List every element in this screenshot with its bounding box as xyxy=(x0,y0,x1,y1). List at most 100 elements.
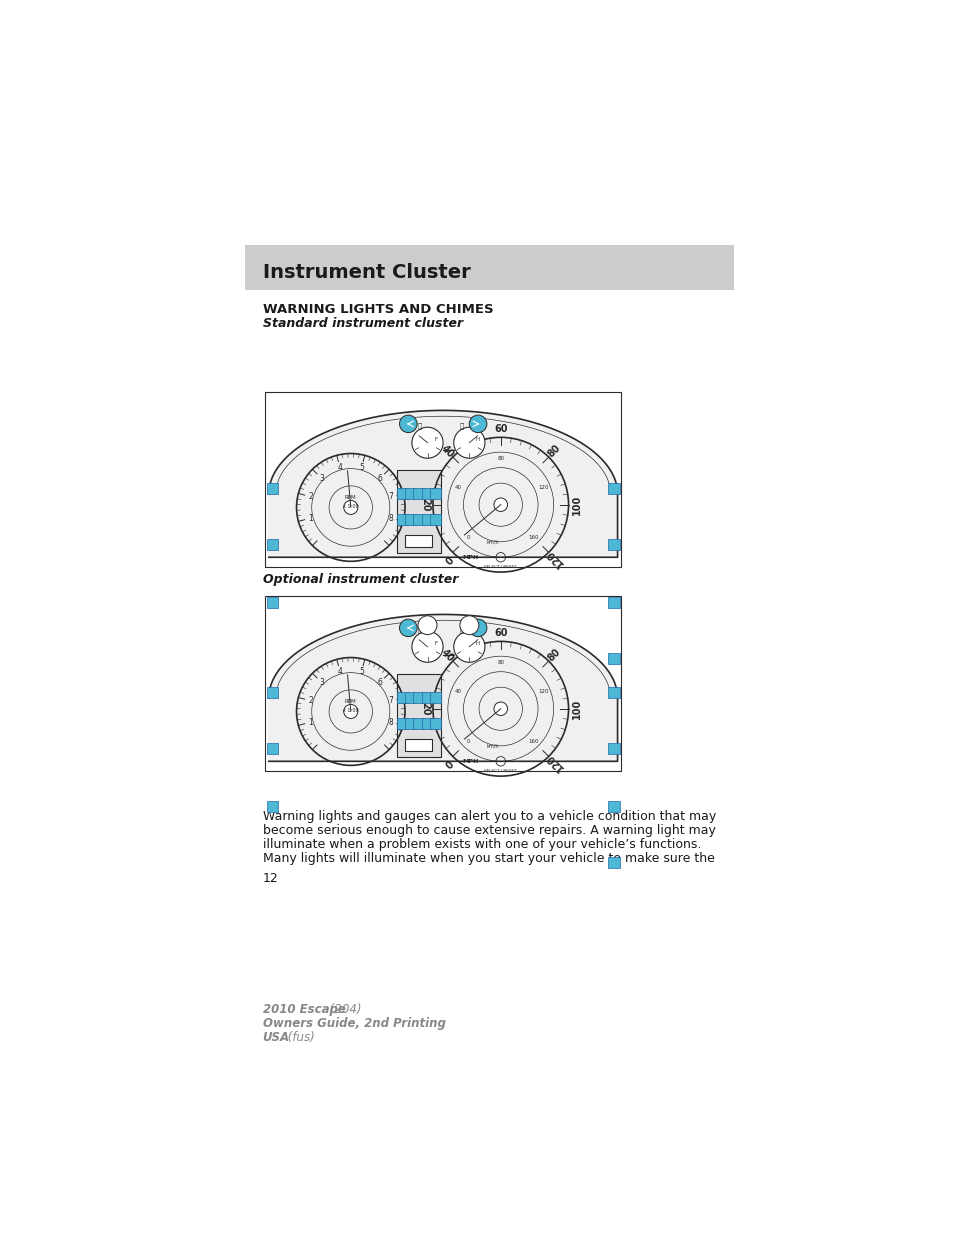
Text: SELECT / RESET: SELECT / RESET xyxy=(484,769,517,773)
Circle shape xyxy=(417,616,436,635)
Bar xyxy=(608,742,619,755)
Text: 80: 80 xyxy=(545,647,562,663)
Text: Warning lights and gauges can alert you to a vehicle condition that may: Warning lights and gauges can alert you … xyxy=(262,810,715,824)
Text: 0: 0 xyxy=(440,552,453,564)
Text: 7: 7 xyxy=(388,697,393,705)
Text: 4: 4 xyxy=(337,667,342,677)
Bar xyxy=(608,857,619,868)
Bar xyxy=(413,692,424,703)
Text: 8: 8 xyxy=(388,514,393,522)
Bar xyxy=(396,692,407,703)
Text: Many lights will illuminate when you start your vehicle to make sure the: Many lights will illuminate when you sta… xyxy=(262,852,714,864)
Text: km/h: km/h xyxy=(486,540,498,545)
Circle shape xyxy=(412,631,442,662)
Text: 40: 40 xyxy=(455,689,461,694)
Bar xyxy=(396,488,407,499)
Polygon shape xyxy=(269,410,617,557)
Text: 40: 40 xyxy=(455,484,461,489)
Text: F: F xyxy=(434,641,437,646)
Bar xyxy=(266,742,277,755)
Text: USA: USA xyxy=(262,1031,290,1044)
Bar xyxy=(413,488,424,499)
Text: Owners Guide, 2nd Printing: Owners Guide, 2nd Printing xyxy=(262,1016,445,1030)
Text: 2010 Escape: 2010 Escape xyxy=(262,1003,345,1016)
Bar xyxy=(396,674,440,757)
Text: RPM: RPM xyxy=(345,699,356,704)
Text: 20: 20 xyxy=(419,701,430,715)
Bar xyxy=(266,687,277,698)
Bar xyxy=(396,469,440,553)
Bar xyxy=(405,514,416,525)
Text: 120: 120 xyxy=(543,547,564,569)
Text: SELECT / RESET: SELECT / RESET xyxy=(484,566,517,569)
Text: 160: 160 xyxy=(528,535,538,540)
Text: 6: 6 xyxy=(377,474,382,483)
Circle shape xyxy=(469,415,486,432)
Text: 80: 80 xyxy=(497,661,504,666)
Circle shape xyxy=(412,427,442,458)
Text: km/h: km/h xyxy=(486,743,498,748)
Text: WARNING LIGHTS AND CHIMES: WARNING LIGHTS AND CHIMES xyxy=(262,304,493,316)
Text: 120: 120 xyxy=(537,484,548,489)
Text: 6: 6 xyxy=(377,678,382,687)
Bar xyxy=(413,719,424,730)
Text: 2: 2 xyxy=(308,697,313,705)
Bar xyxy=(404,739,432,751)
Circle shape xyxy=(343,500,357,515)
Text: become serious enough to cause extensive repairs. A warning light may: become serious enough to cause extensive… xyxy=(262,824,715,837)
Bar xyxy=(608,597,619,609)
Text: 80: 80 xyxy=(497,457,504,462)
Text: illuminate when a problem exists with one of your vehicle’s functions.: illuminate when a problem exists with on… xyxy=(262,839,700,851)
Bar xyxy=(421,692,433,703)
Bar xyxy=(266,597,277,609)
Bar xyxy=(608,800,619,813)
Circle shape xyxy=(494,701,507,715)
Bar xyxy=(266,538,277,550)
Text: Optional instrument cluster: Optional instrument cluster xyxy=(262,573,457,585)
Bar xyxy=(265,595,620,771)
Text: F: F xyxy=(434,437,437,442)
Text: ⛽: ⛽ xyxy=(417,422,421,429)
Text: 3: 3 xyxy=(319,678,324,687)
Text: 120: 120 xyxy=(543,751,564,773)
Bar xyxy=(608,652,619,664)
Polygon shape xyxy=(269,615,617,761)
Text: x 1¹00: x 1¹00 xyxy=(343,708,358,713)
Text: 2: 2 xyxy=(308,493,313,501)
Text: 0: 0 xyxy=(466,535,470,540)
Text: 80: 80 xyxy=(545,443,562,459)
Text: 🌡: 🌡 xyxy=(459,626,463,634)
Bar xyxy=(396,514,407,525)
Text: Standard instrument cluster: Standard instrument cluster xyxy=(262,317,462,330)
Text: 120: 120 xyxy=(537,689,548,694)
Bar xyxy=(430,514,441,525)
Bar xyxy=(421,514,433,525)
Text: 5: 5 xyxy=(358,463,363,472)
Bar xyxy=(421,719,433,730)
Text: 8: 8 xyxy=(388,718,393,726)
Text: 4: 4 xyxy=(337,463,342,472)
Text: 5: 5 xyxy=(358,667,363,677)
Text: 🌡: 🌡 xyxy=(459,422,463,429)
Text: 60: 60 xyxy=(494,629,507,638)
Text: (204): (204) xyxy=(326,1003,361,1016)
Text: 1: 1 xyxy=(308,514,313,522)
Text: H: H xyxy=(476,641,479,646)
Text: 7: 7 xyxy=(388,493,393,501)
Text: (fus): (fus) xyxy=(284,1031,314,1044)
Text: RPM: RPM xyxy=(345,495,356,500)
Bar xyxy=(608,538,619,550)
Circle shape xyxy=(399,415,416,432)
Bar xyxy=(413,514,424,525)
Circle shape xyxy=(454,427,484,458)
Circle shape xyxy=(459,616,478,635)
Text: H: H xyxy=(476,437,479,442)
Text: MPH: MPH xyxy=(461,555,477,559)
Bar xyxy=(430,719,441,730)
Bar xyxy=(421,488,433,499)
Text: x 1¹00: x 1¹00 xyxy=(343,504,358,509)
Text: 40: 40 xyxy=(438,443,455,459)
Text: 0: 0 xyxy=(440,756,453,768)
Circle shape xyxy=(454,631,484,662)
Bar xyxy=(405,719,416,730)
